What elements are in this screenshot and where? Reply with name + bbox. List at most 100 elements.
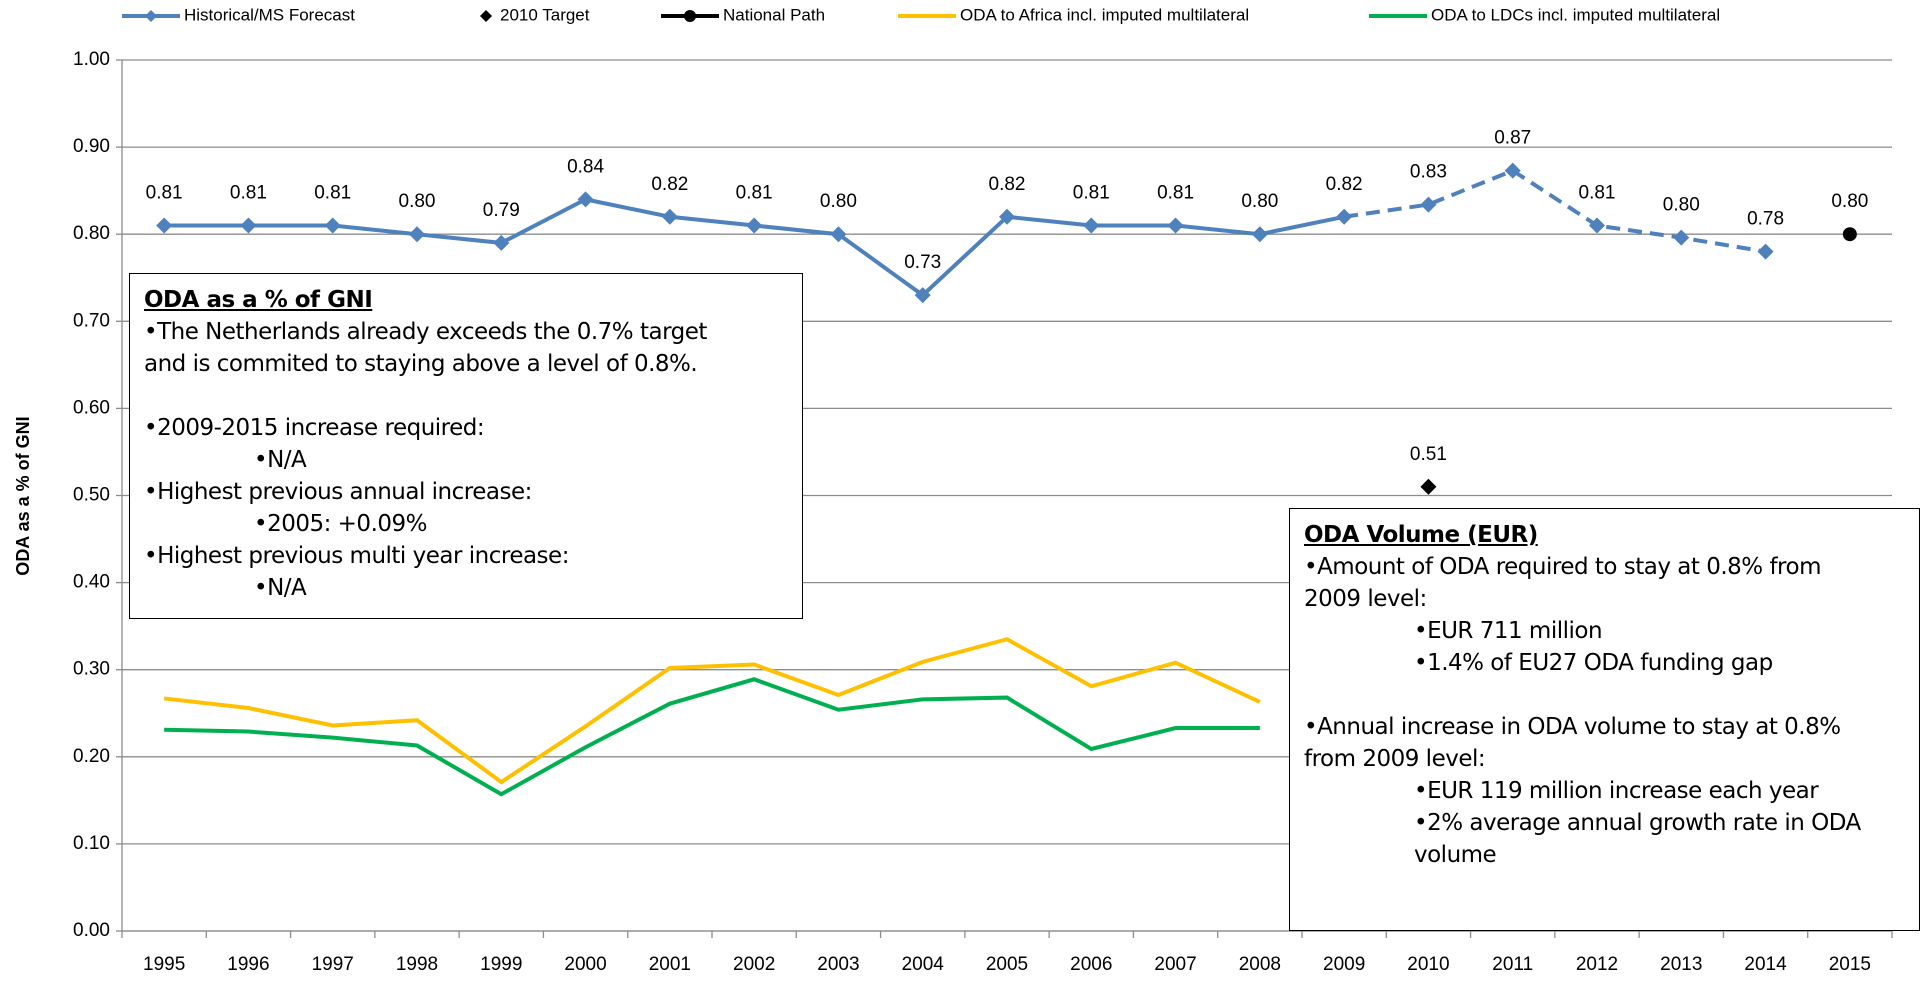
data-label: 0.80 [1241, 191, 1278, 212]
legend-label: National Path [723, 5, 825, 24]
x-tick-label: 2004 [902, 954, 945, 975]
y-tick-label: 0.00 [73, 920, 110, 941]
x-tick-label: 2010 [1407, 954, 1449, 975]
y-tick-label: 0.50 [73, 485, 110, 506]
point [1420, 478, 1437, 495]
point [493, 234, 510, 251]
data-label: 0.73 [904, 252, 941, 273]
x-tick-label: 2013 [1660, 954, 1702, 975]
point [1336, 208, 1353, 225]
point [1420, 196, 1437, 213]
x-tick-label: 1998 [396, 954, 438, 975]
x-tick-label: 2012 [1576, 954, 1618, 975]
annotation-text: •1.4% of EU27 ODA funding gap [1414, 650, 1773, 676]
annotation-text: •N/A [254, 447, 307, 473]
data-label: 0.81 [146, 183, 183, 204]
point [409, 226, 425, 243]
point [914, 287, 931, 304]
annotation-text: ODA as a % of GNI [144, 287, 373, 313]
annotation-text: volume [1414, 842, 1497, 868]
series-line [164, 677, 1260, 797]
x-tick-label: 2015 [1829, 954, 1871, 975]
x-tick-label: 2002 [733, 954, 775, 975]
x-tick-label: 2006 [1070, 954, 1112, 975]
annotation-text: and is commited to staying above a level… [144, 351, 698, 377]
y-tick-label: 0.70 [73, 310, 110, 331]
legend-marker [684, 10, 696, 22]
y-tick-label: 1.00 [73, 49, 110, 70]
x-tick-label: 2009 [1323, 954, 1365, 975]
point [240, 217, 257, 234]
y-axis-title: ODA as a % of GNI [13, 416, 33, 575]
annotation-text: •EUR 711 million [1414, 618, 1603, 644]
x-tick-label: 2014 [1744, 954, 1787, 975]
annotation-text: •Annual increase in ODA volume to stay a… [1304, 714, 1841, 740]
point [1589, 217, 1605, 234]
y-tick-label: 0.10 [73, 833, 110, 854]
annotation-text: •2005: +0.09% [254, 511, 428, 537]
data-label: 0.82 [1326, 174, 1363, 195]
x-tick-label: 2011 [1492, 954, 1533, 975]
point [999, 208, 1015, 225]
annotation-text: •EUR 119 million increase each year [1414, 778, 1819, 804]
point [1083, 217, 1100, 234]
legend-marker [145, 10, 157, 22]
data-label: 0.81 [230, 183, 267, 204]
data-label: 0.81 [1073, 183, 1110, 204]
annotation-box: ODA as a % of GNI •The Netherlands alread… [129, 273, 803, 619]
annotation-text: •Highest previous annual increase: [144, 479, 532, 505]
y-tick-label: 0.80 [73, 223, 110, 244]
data-label: 0.83 [1410, 162, 1447, 183]
point [577, 191, 594, 208]
point [156, 217, 173, 234]
legend-label: Historical/MS Forecast [184, 5, 355, 24]
data-label: 0.80 [399, 191, 436, 212]
annotation-text: ODA Volume (EUR) [1304, 522, 1538, 548]
point [1757, 243, 1774, 260]
x-tick-label: 2003 [817, 954, 859, 975]
x-tick-label: 1997 [312, 954, 354, 975]
annotation-text: •2009-2015 increase required: [144, 415, 485, 441]
data-label: 0.82 [989, 174, 1026, 195]
point [1842, 227, 1857, 242]
data-label: 0.80 [1663, 195, 1700, 216]
series-line [1343, 168, 1766, 254]
y-tick-label: 0.20 [73, 746, 110, 767]
annotation-text: 2009 level: [1304, 586, 1427, 612]
data-label: 0.82 [651, 174, 688, 195]
point [1673, 229, 1690, 246]
data-label: 0.78 [1747, 209, 1784, 230]
annotation-text: •Amount of ODA required to stay at 0.8% … [1304, 554, 1821, 580]
annotation-text: •The Netherlands already exceeds the 0.7… [144, 319, 707, 345]
point [746, 217, 763, 234]
point [661, 208, 678, 225]
legend-label: ODA to LDCs incl. imputed multilateral [1431, 5, 1720, 24]
legend-marker [480, 10, 492, 22]
y-tick-label: 0.60 [73, 397, 110, 418]
x-tick-label: 2008 [1239, 954, 1281, 975]
x-tick-label: 2000 [564, 954, 606, 975]
annotation-box: ODA Volume (EUR) •Amount of ODA required … [1289, 508, 1920, 931]
series-line [163, 637, 1261, 785]
point [324, 217, 341, 234]
annotation-text: •N/A [254, 575, 307, 601]
point [830, 226, 847, 243]
data-label: 0.81 [1157, 183, 1194, 204]
data-label: 0.79 [483, 200, 520, 221]
y-tick-label: 0.90 [73, 136, 110, 157]
x-tick-label: 2001 [649, 954, 691, 975]
data-label: 0.80 [820, 191, 857, 212]
point [1167, 217, 1184, 234]
x-tick-label: 1995 [143, 954, 185, 975]
annotation-text: •2% average annual growth rate in ODA [1414, 810, 1861, 836]
x-tick-label: 2007 [1154, 954, 1196, 975]
legend-label: ODA to Africa incl. imputed multilateral [960, 5, 1249, 24]
point [1504, 162, 1521, 179]
x-tick-label: 1999 [480, 954, 522, 975]
data-label: 0.80 [1831, 191, 1868, 212]
data-label: 0.51 [1410, 444, 1447, 465]
x-tick-label: 2005 [986, 954, 1028, 975]
y-tick-label: 0.40 [73, 572, 110, 593]
